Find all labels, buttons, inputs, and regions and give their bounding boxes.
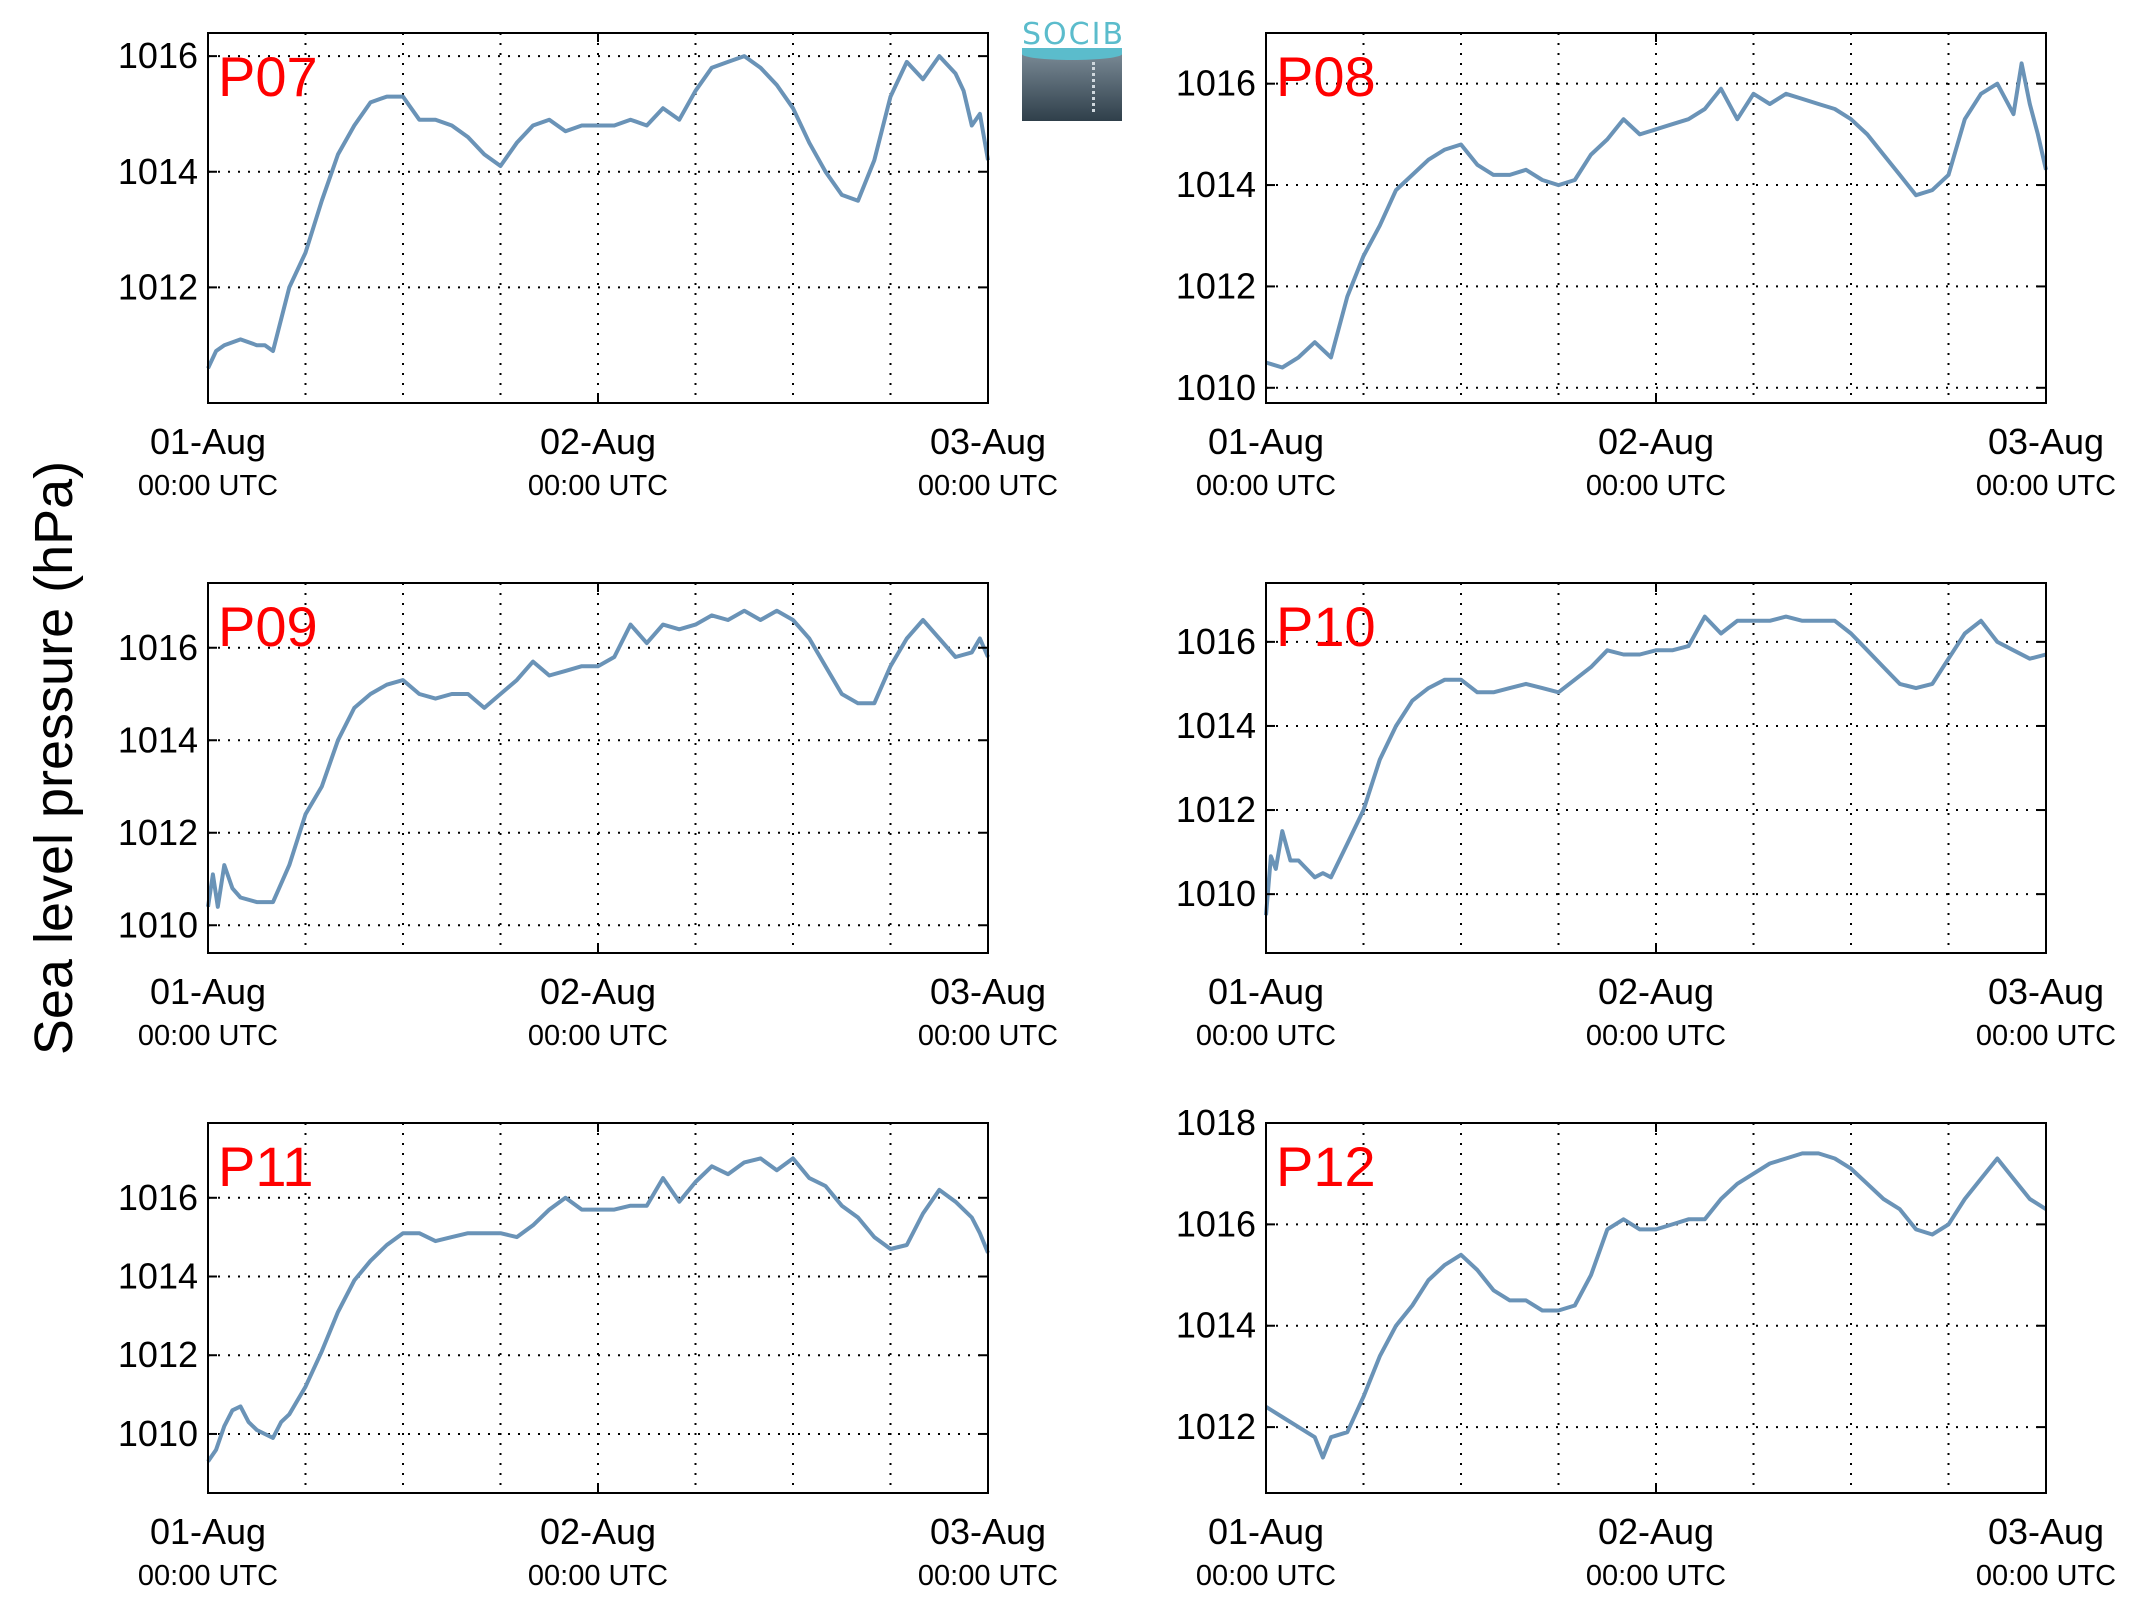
p12-series-line [1264, 1151, 2048, 1460]
p10-xtick-time: 00:00 UTC [1976, 1020, 2116, 1052]
p11-xtick-time: 00:00 UTC [918, 1560, 1058, 1592]
p12-ytick-label: 1018 [1176, 1102, 1256, 1143]
p12-xtick-date: 03-Aug [1988, 1511, 2104, 1552]
p07-xtick-time: 00:00 UTC [138, 470, 278, 502]
p12-ytick-label: 1012 [1176, 1406, 1256, 1447]
p12-ytick-label: 1014 [1176, 1305, 1256, 1346]
logo-block [1022, 52, 1122, 121]
p08-xtick-date: 01-Aug [1208, 421, 1324, 462]
p11-xtick-date: 01-Aug [150, 1511, 266, 1552]
p11-ytick-label: 1014 [118, 1256, 198, 1297]
p12-xtick-time: 00:00 UTC [1976, 1560, 2116, 1592]
p12-xtick-time: 00:00 UTC [1586, 1560, 1726, 1592]
p10-xtick-date: 01-Aug [1208, 971, 1324, 1012]
p08-xtick-date: 03-Aug [1988, 421, 2104, 462]
p10-station-label: P10 [1276, 595, 1376, 658]
p08-xtick-time: 00:00 UTC [1976, 470, 2116, 502]
p08-ytick-label: 1010 [1176, 367, 1256, 408]
p10-ytick-label: 1012 [1176, 789, 1256, 830]
y-axis-label: Sea level pressure (hPa) [24, 461, 84, 1055]
p07-plot-area [208, 33, 988, 403]
p09-plot-area [208, 583, 988, 953]
p11-ytick-label: 1010 [118, 1413, 198, 1454]
p12-xtick-date: 02-Aug [1598, 1511, 1714, 1552]
p07-xtick-time: 00:00 UTC [528, 470, 668, 502]
p12-ytick-label: 1016 [1176, 1203, 1256, 1244]
p08-ytick-label: 1014 [1176, 164, 1256, 205]
p07-station-label: P07 [218, 45, 318, 108]
p07-xtick-time: 00:00 UTC [918, 470, 1058, 502]
p09-xtick-date: 02-Aug [540, 971, 656, 1012]
p10-plot-area [1266, 583, 2046, 953]
p10-xtick-date: 02-Aug [1598, 971, 1714, 1012]
p07-ytick-label: 1012 [118, 266, 198, 307]
p11-plot-area [208, 1123, 988, 1493]
p10-xtick-time: 00:00 UTC [1196, 1020, 1336, 1052]
p10-xtick-date: 03-Aug [1988, 971, 2104, 1012]
logo-wave [1022, 48, 1122, 60]
p08-station-label: P08 [1276, 45, 1376, 108]
p10-ytick-label: 1010 [1176, 873, 1256, 914]
p08-xtick-time: 00:00 UTC [1196, 470, 1336, 502]
p07-xtick-date: 02-Aug [540, 421, 656, 462]
p08-ytick-label: 1012 [1176, 265, 1256, 306]
p11-xtick-date: 03-Aug [930, 1511, 1046, 1552]
p08-ytick-label: 1016 [1176, 63, 1256, 104]
p10-ytick-label: 1014 [1176, 705, 1256, 746]
p11-xtick-date: 02-Aug [540, 1511, 656, 1552]
p09-ytick-label: 1016 [118, 627, 198, 668]
p12-xtick-date: 01-Aug [1208, 1511, 1324, 1552]
p08-series-line [1265, 61, 2048, 370]
p09-station-label: P09 [218, 595, 318, 658]
p09-xtick-time: 00:00 UTC [528, 1020, 668, 1052]
p10-xtick-time: 00:00 UTC [1586, 1020, 1726, 1052]
p09-xtick-date: 03-Aug [930, 971, 1046, 1012]
p07-xtick-date: 01-Aug [150, 421, 266, 462]
p10-ytick-label: 1016 [1176, 621, 1256, 662]
p09-ytick-label: 1010 [118, 904, 198, 945]
p10-series-line [1264, 614, 2047, 916]
p09-series-line [206, 608, 990, 909]
p12-plot-area [1266, 1123, 2046, 1493]
p11-series-line [206, 1156, 990, 1463]
p11-xtick-time: 00:00 UTC [138, 1560, 278, 1592]
p09-ytick-label: 1014 [118, 719, 198, 760]
p11-ytick-label: 1012 [118, 1334, 198, 1375]
p12-xtick-time: 00:00 UTC [1196, 1560, 1336, 1592]
p11-xtick-time: 00:00 UTC [528, 1560, 668, 1592]
p09-ytick-label: 1012 [118, 812, 198, 853]
socib-logo: SOCIB [1022, 17, 1126, 121]
p07-ytick-label: 1016 [118, 35, 198, 76]
p12-station-label: P12 [1276, 1135, 1376, 1198]
p08-xtick-time: 00:00 UTC [1586, 470, 1726, 502]
p09-xtick-time: 00:00 UTC [138, 1020, 278, 1052]
p11-ytick-label: 1016 [118, 1177, 198, 1218]
p09-xtick-date: 01-Aug [150, 971, 266, 1012]
p07-ytick-label: 1014 [118, 151, 198, 192]
logo-dots [1092, 62, 1095, 112]
p07-series-line [206, 54, 990, 370]
logo-text: SOCIB [1022, 17, 1126, 52]
p07-xtick-date: 03-Aug [930, 421, 1046, 462]
p11-station-label: P11 [218, 1135, 313, 1198]
p09-xtick-time: 00:00 UTC [918, 1020, 1058, 1052]
p08-xtick-date: 02-Aug [1598, 421, 1714, 462]
